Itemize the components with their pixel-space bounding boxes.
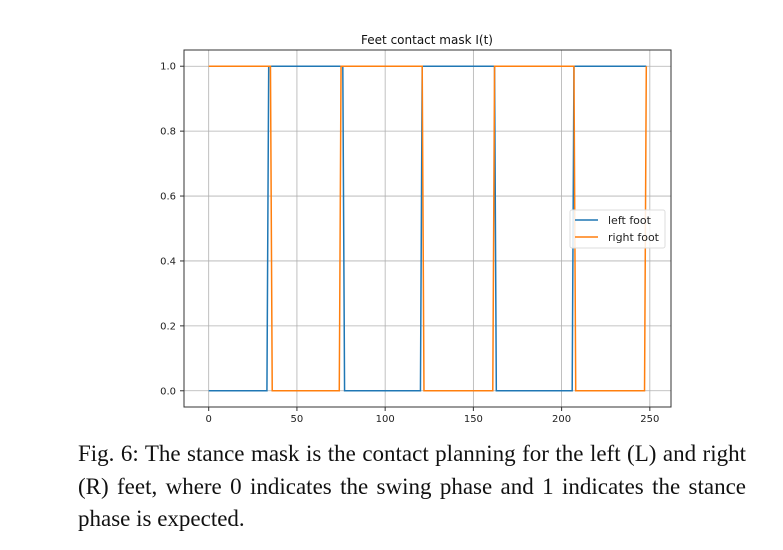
y-tick-label: 0.8: [160, 127, 176, 138]
chart-title: Feet contact mask I(t): [361, 33, 493, 47]
y-tick-label: 1.0: [160, 62, 176, 73]
figure-caption: Fig. 6: The stance mask is the contact p…: [78, 441, 746, 531]
x-tick-label: 0: [206, 414, 212, 425]
legend-label-left-foot: left foot: [608, 214, 652, 227]
x-tick-label: 200: [552, 414, 571, 425]
x-tick-label: 50: [291, 414, 304, 425]
y-tick-label: 0.2: [160, 321, 176, 332]
y-tick-label: 0.0: [160, 386, 176, 397]
x-tick-label: 100: [376, 414, 395, 425]
legend: left foot right foot: [569, 209, 666, 249]
plot-frame: [183, 49, 672, 408]
legend-label-right-foot: right foot: [608, 231, 660, 244]
chart: Feet contact mask I(t) 0 50 100 150 200 250 0.…: [160, 33, 672, 425]
x-tick-label: 150: [464, 414, 483, 425]
series-line-left-foot: [208, 65, 647, 392]
y-tick-label: 0.4: [160, 256, 176, 267]
x-tick-label: 250: [640, 414, 659, 425]
y-tick-label: 0.6: [160, 192, 176, 203]
series-line-right-foot: [208, 65, 648, 392]
